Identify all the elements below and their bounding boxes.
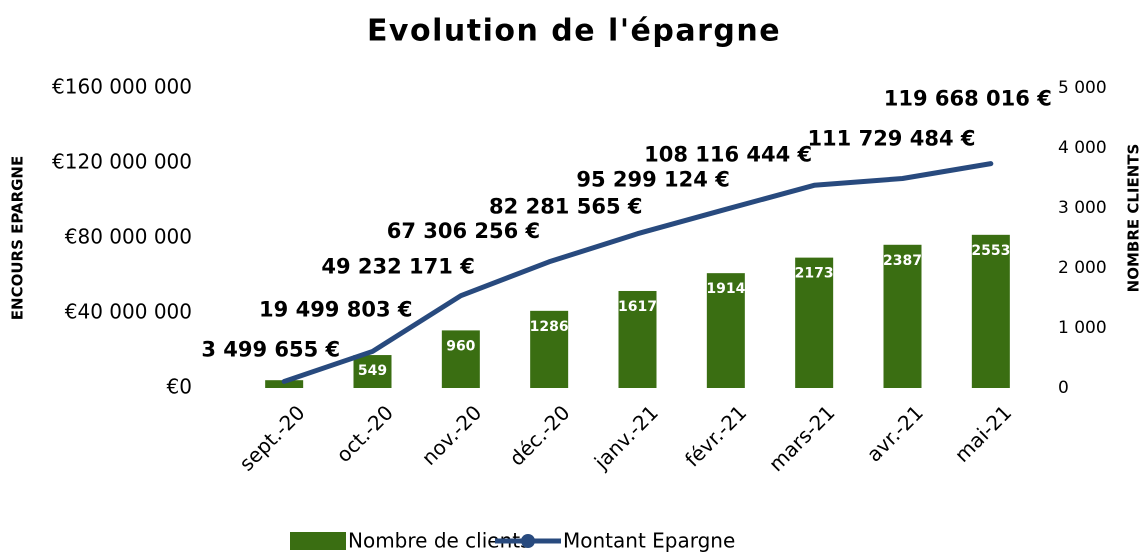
bar bbox=[618, 290, 657, 388]
line-value-label: 119 668 016 € bbox=[884, 87, 1052, 111]
y-tick-label: €0 bbox=[167, 375, 192, 399]
y-axis-label: ENCOURS EPARGNE bbox=[9, 156, 27, 320]
y-tick-label: €120 000 000 bbox=[52, 150, 192, 174]
bar bbox=[883, 244, 922, 388]
y2-axis-label: NOMBRE CLIENTS bbox=[1125, 144, 1143, 293]
bar bbox=[530, 310, 569, 388]
chart-title: Evolution de l'épargne bbox=[367, 14, 781, 49]
bar-value-label: 549 bbox=[358, 363, 387, 379]
line-value-label: 108 116 444 € bbox=[644, 142, 812, 166]
bar-value-label: 2553 bbox=[971, 243, 1010, 259]
y-tick-label: €40 000 000 bbox=[65, 300, 192, 324]
x-tick-label: sept.-20 bbox=[234, 400, 309, 475]
bar-value-label: 960 bbox=[446, 338, 475, 354]
line-value-label: 67 306 256 € bbox=[387, 219, 540, 243]
legend-swatch bbox=[290, 532, 346, 550]
y-tick-label: €80 000 000 bbox=[65, 225, 192, 249]
bar-value-label: 2387 bbox=[883, 253, 922, 269]
line-value-label: 82 281 565 € bbox=[489, 195, 642, 219]
bar bbox=[353, 355, 392, 388]
x-tick-label: mars-21 bbox=[764, 400, 840, 476]
legend-marker bbox=[521, 534, 535, 548]
y2-tick-label: 2 000 bbox=[1058, 258, 1107, 278]
x-tick-label: févr.-21 bbox=[680, 400, 751, 471]
line-value-label: 95 299 124 € bbox=[576, 167, 729, 191]
line-value-label: 3 499 655 € bbox=[201, 337, 340, 361]
bar-value-label: 1617 bbox=[618, 299, 657, 315]
line-value-label: 19 499 803 € bbox=[259, 297, 412, 321]
x-tick-label: avr.-21 bbox=[862, 400, 928, 466]
y2-tick-label: 3 000 bbox=[1058, 198, 1107, 218]
x-tick-label: janv.-21 bbox=[589, 400, 663, 474]
x-tick-label: nov.-20 bbox=[417, 400, 486, 469]
line-value-label: 49 232 171 € bbox=[321, 255, 474, 279]
bar-value-label: 2173 bbox=[795, 266, 834, 282]
bar bbox=[706, 273, 745, 388]
line bbox=[281, 161, 994, 384]
line-value-label: 111 729 484 € bbox=[807, 127, 975, 151]
x-tick-label: oct.-20 bbox=[331, 400, 398, 467]
y2-tick-label: 1 000 bbox=[1058, 318, 1107, 338]
y2-tick-label: 4 000 bbox=[1058, 138, 1107, 158]
y2-tick-label: 5 000 bbox=[1058, 78, 1107, 98]
bar bbox=[265, 380, 304, 388]
bar bbox=[971, 234, 1010, 388]
x-tick-label: déc.-20 bbox=[505, 400, 575, 470]
y-tick-label: €160 000 000 bbox=[52, 75, 192, 99]
bar bbox=[795, 257, 834, 388]
bar bbox=[441, 330, 480, 388]
legend-label: Montant Epargne bbox=[563, 529, 735, 553]
bar-value-label: 1286 bbox=[530, 319, 569, 335]
y2-tick-label: 0 bbox=[1058, 378, 1069, 398]
x-tick-label: mai-21 bbox=[950, 400, 1016, 466]
bar-value-label: 1914 bbox=[706, 281, 745, 297]
